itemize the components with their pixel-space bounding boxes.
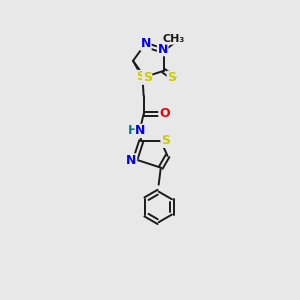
Text: S: S [161, 134, 170, 147]
Text: S: S [143, 71, 152, 84]
Text: CH₃: CH₃ [163, 34, 185, 44]
Text: S: S [167, 71, 176, 84]
Text: N: N [158, 43, 168, 56]
Text: O: O [159, 107, 169, 120]
Text: N: N [126, 154, 137, 167]
Text: N: N [135, 124, 146, 137]
Text: S: S [136, 70, 146, 83]
Text: N: N [141, 37, 151, 50]
Text: H: H [128, 124, 139, 137]
